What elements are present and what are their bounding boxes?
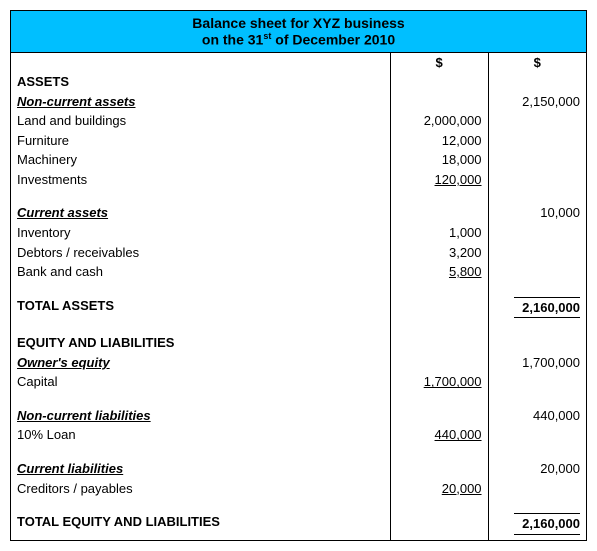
title-date-pre: on the 31 bbox=[202, 32, 263, 48]
nca-item-row: Land and buildings2,000,000 bbox=[11, 111, 586, 131]
nca-item-label: Machinery bbox=[11, 150, 390, 170]
ncl-item-row: 10% Loan 440,000 bbox=[11, 425, 586, 445]
nca-item-row: Furniture12,000 bbox=[11, 131, 586, 151]
eq-liab-heading: EQUITY AND LIABILITIES bbox=[11, 333, 390, 353]
nca-item-value: 120,000 bbox=[435, 172, 482, 187]
total-assets-label: TOTAL ASSETS bbox=[11, 296, 390, 320]
nca-item-label: Investments bbox=[11, 170, 390, 190]
balance-table: $ $ ASSETS Non-current assets 2,150,000 … bbox=[11, 53, 586, 540]
nca-heading-row: Non-current assets 2,150,000 bbox=[11, 92, 586, 112]
total-eq-liab-value: 2,160,000 bbox=[514, 513, 580, 535]
total-eq-liab-row: TOTAL EQUITY AND LIABILITIES 2,160,000 bbox=[11, 512, 586, 536]
bottom-pad-row bbox=[11, 536, 586, 540]
cl-item-row: Creditors / payables 20,000 bbox=[11, 479, 586, 499]
ca-label: Current assets bbox=[17, 205, 108, 220]
nca-item-value: 2,000,000 bbox=[390, 111, 488, 131]
spacer-row bbox=[11, 392, 586, 406]
spacer-row bbox=[11, 282, 586, 296]
sheet-title: Balance sheet for XYZ business on the 31… bbox=[11, 11, 586, 53]
spacer-row bbox=[11, 445, 586, 459]
eq-liab-heading-row: EQUITY AND LIABILITIES bbox=[11, 333, 586, 353]
oe-label: Owner's equity bbox=[17, 355, 110, 370]
title-line-2: on the 31st of December 2010 bbox=[11, 31, 586, 48]
nca-item-label: Land and buildings bbox=[11, 111, 390, 131]
ca-item-value: 1,000 bbox=[390, 223, 488, 243]
ncl-heading-row: Non-current liabilities 440,000 bbox=[11, 406, 586, 426]
oe-item-row: Capital 1,700,000 bbox=[11, 372, 586, 392]
ncl-total: 440,000 bbox=[488, 406, 586, 426]
nca-item-value: 12,000 bbox=[390, 131, 488, 151]
ncl-label: Non-current liabilities bbox=[17, 408, 151, 423]
spacer-row bbox=[11, 498, 586, 512]
total-assets-value: 2,160,000 bbox=[514, 297, 580, 319]
oe-total: 1,700,000 bbox=[488, 353, 586, 373]
nca-item-row: Investments 120,000 bbox=[11, 170, 586, 190]
nca-item-label: Furniture bbox=[11, 131, 390, 151]
nca-item-row: Machinery18,000 bbox=[11, 150, 586, 170]
nca-label: Non-current assets bbox=[17, 94, 135, 109]
spacer-row bbox=[11, 319, 586, 333]
cl-total: 20,000 bbox=[488, 459, 586, 479]
ca-heading-row: Current assets 10,000 bbox=[11, 203, 586, 223]
nca-item-value: 18,000 bbox=[390, 150, 488, 170]
ncl-item-value: 440,000 bbox=[435, 427, 482, 442]
cl-heading-row: Current liabilities 20,000 bbox=[11, 459, 586, 479]
balance-sheet: Balance sheet for XYZ business on the 31… bbox=[10, 10, 587, 541]
nca-total: 2,150,000 bbox=[488, 92, 586, 112]
ca-item-row: Debtors / receivables3,200 bbox=[11, 243, 586, 263]
ca-item-row: Bank and cash 5,800 bbox=[11, 262, 586, 282]
cl-item-label: Creditors / payables bbox=[11, 479, 390, 499]
ca-item-label: Bank and cash bbox=[11, 262, 390, 282]
ca-item-value: 5,800 bbox=[449, 264, 482, 279]
ca-total: 10,000 bbox=[488, 203, 586, 223]
oe-item-label: Capital bbox=[11, 372, 390, 392]
oe-heading-row: Owner's equity 1,700,000 bbox=[11, 353, 586, 373]
title-date-post: of December 2010 bbox=[271, 32, 395, 48]
currency-header-row: $ $ bbox=[11, 53, 586, 73]
ca-item-row: Inventory1,000 bbox=[11, 223, 586, 243]
assets-heading: ASSETS bbox=[11, 72, 390, 92]
oe-item-value: 1,700,000 bbox=[424, 374, 482, 389]
cl-item-value: 20,000 bbox=[442, 481, 482, 496]
total-assets-row: TOTAL ASSETS 2,160,000 bbox=[11, 296, 586, 320]
col2-currency: $ bbox=[534, 55, 541, 70]
assets-heading-row: ASSETS bbox=[11, 72, 586, 92]
ncl-item-label: 10% Loan bbox=[11, 425, 390, 445]
spacer-row bbox=[11, 189, 586, 203]
ca-item-label: Inventory bbox=[11, 223, 390, 243]
title-line-1: Balance sheet for XYZ business bbox=[11, 15, 586, 31]
ca-item-value: 3,200 bbox=[390, 243, 488, 263]
total-eq-liab-label: TOTAL EQUITY AND LIABILITIES bbox=[11, 512, 390, 536]
cl-label: Current liabilities bbox=[17, 461, 123, 476]
ca-item-label: Debtors / receivables bbox=[11, 243, 390, 263]
col1-currency: $ bbox=[435, 55, 442, 70]
